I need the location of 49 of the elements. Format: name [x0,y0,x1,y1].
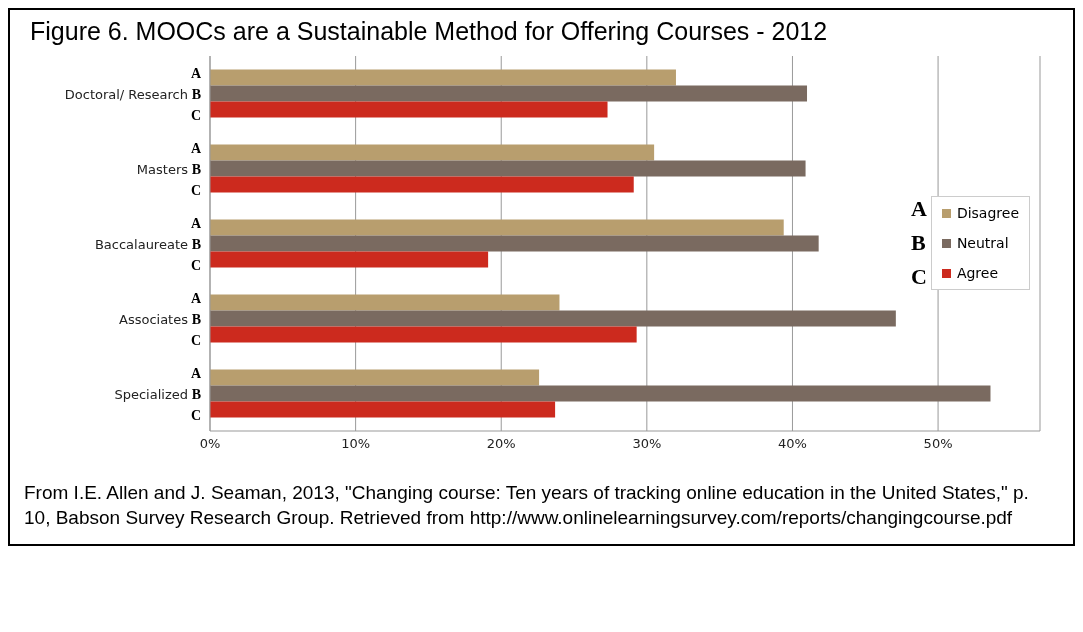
text: C [190,257,201,273]
text: From I.E. Allen and J. Seaman, 2013, "Changing course: Ten years of tracking online education in the United States," p. 10, Babson Survey Research Group. Retrieved from http://www.onlinelearningsurvey.com/reports/changingcourse.pdf [23,481,1030,530]
text: B [191,386,201,402]
bar [210,101,608,118]
bar [210,219,784,236]
legend-label: Neutral [955,235,1010,251]
text: A [190,365,202,381]
x-tick-label: 50% [923,436,953,452]
y-tick-label: Specialized [114,386,188,402]
chart-title: Figure 6. MOOCs are a Sustainable Method for Offering Courses - 2012 [29,16,829,46]
text: B [191,86,201,102]
text: B [191,311,201,327]
bar [210,294,560,311]
text: A [190,215,202,231]
bar [210,251,489,268]
x-tick-label: 30% [632,436,662,452]
bar [210,326,637,343]
bar [210,69,676,86]
bar [210,235,819,252]
bar [210,176,634,193]
legend-label: Agree [955,265,1000,281]
text: A [190,140,202,156]
y-tick-label: Masters [136,161,189,177]
y-tick-label: Associates [119,311,189,327]
x-tick-label: 10% [341,436,371,452]
text: A [190,65,202,81]
bar [210,385,991,402]
x-tick-label: 0% [199,436,221,452]
bar [210,160,806,177]
bar [210,144,655,161]
text: C [190,107,201,123]
annotation: A [911,196,927,222]
text: B [191,236,201,252]
text: A [190,290,202,306]
text: B [191,161,201,177]
x-tick-label: 40% [778,436,807,452]
text: C [190,182,201,198]
y-tick-label: Doctoral/ Research [64,86,188,102]
legend-label: Disagree [955,205,1019,221]
annotation: B [911,230,927,256]
bar [210,310,896,327]
annotation: C [911,264,927,290]
text: C [190,407,201,423]
bar [210,85,808,102]
x-tick-label: 20% [486,436,516,452]
bar [210,369,540,386]
text: C [190,332,201,348]
y-tick-label: Baccalaureate [94,236,188,252]
bar [210,401,556,418]
